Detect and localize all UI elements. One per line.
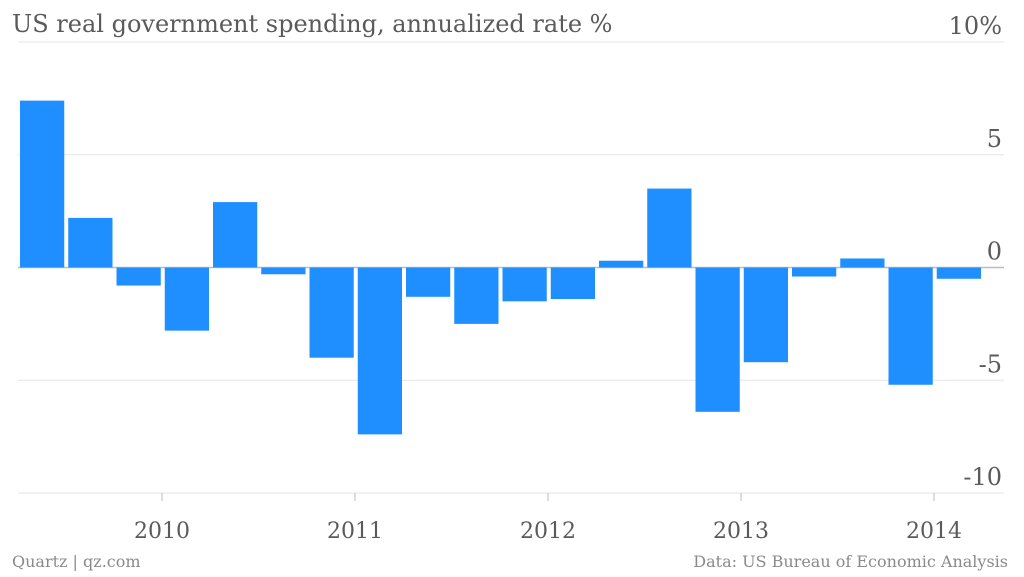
bar xyxy=(213,202,258,268)
bar xyxy=(599,260,644,268)
bar xyxy=(550,267,595,300)
bar xyxy=(695,267,740,412)
x-tick-label: 2010 xyxy=(134,519,190,544)
bar xyxy=(357,267,402,435)
y-tick-label: -10 xyxy=(963,463,1002,491)
y-tick-label: -5 xyxy=(979,350,1002,378)
bar xyxy=(792,267,837,277)
bar xyxy=(20,100,65,268)
x-tick-label: 2014 xyxy=(906,519,962,544)
bar xyxy=(888,267,933,385)
bar xyxy=(164,267,209,331)
bar xyxy=(454,267,499,324)
bar xyxy=(840,258,885,268)
y-tick-label: 10% xyxy=(949,12,1002,40)
bar xyxy=(647,188,692,268)
bar xyxy=(261,267,306,275)
x-tick-label: 2013 xyxy=(713,519,769,544)
bar xyxy=(502,267,547,302)
bar xyxy=(116,267,161,286)
bar xyxy=(936,267,981,279)
credit-text: Quartz | qz.com xyxy=(12,552,141,571)
source-text: Data: US Bureau of Economic Analysis xyxy=(693,552,1008,571)
chart-title: US real government spending, annualized … xyxy=(12,10,613,38)
y-tick-label: 0 xyxy=(987,238,1002,266)
x-tick-label: 2011 xyxy=(327,519,383,544)
x-tick-label: 2012 xyxy=(520,519,576,544)
bar xyxy=(743,267,788,363)
bar xyxy=(309,267,354,358)
bar xyxy=(68,217,113,268)
bar xyxy=(406,267,451,297)
y-tick-label: 5 xyxy=(987,125,1002,153)
